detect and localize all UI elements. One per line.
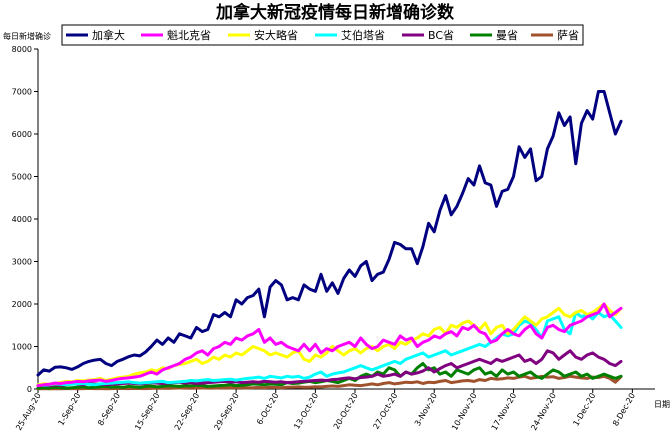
y-tick-label: 1000 (12, 343, 32, 352)
x-tick-label: 29-Sep-20 (212, 392, 240, 431)
x-tick-label: 1-Dec-20 (571, 392, 597, 428)
y-tick-label: 4000 (12, 215, 32, 224)
x-tick-label: 8-Dec-20 (611, 392, 637, 428)
y-tick-label: 8000 (12, 45, 32, 54)
x-tick-label: 1-Sep-20 (56, 392, 82, 428)
series-line (36, 302, 623, 388)
series-lines (36, 90, 623, 391)
x-tick-label: 20-Oct-20 (332, 392, 360, 431)
x-tick-label: 10-Nov-20 (450, 392, 479, 431)
x-ticks: 25-Aug-20 1-Sep-20 8-Sep-20 15-Sep-20 22-Sep… (14, 389, 637, 431)
legend-label: 安大略省 (254, 28, 298, 42)
series-line (36, 311, 623, 387)
legend: 加拿大 魁北克省 安大略省 艾伯塔省 BC省 曼省 萨省 (66, 28, 579, 42)
y-axis-title: 每日新增确诊 (3, 31, 51, 41)
series-line (36, 90, 623, 377)
y-tick-label: 3000 (12, 258, 32, 267)
legend-label: BC省 (428, 29, 454, 42)
y-tick-label: 5000 (12, 173, 32, 182)
y-tick-label: 0 (27, 385, 32, 394)
x-tick-label: 27-Oct-20 (371, 392, 399, 431)
x-tick-label: 6-Oct-20 (255, 392, 280, 427)
y-ticks: 0 1000 2000 3000 4000 5000 6000 7000 8000 (12, 45, 38, 394)
legend-label: 加拿大 (92, 28, 125, 42)
y-tick-label: 6000 (12, 130, 32, 139)
legend-label: 曼省 (496, 29, 518, 42)
x-tick-label: 25-Aug-20 (14, 392, 43, 431)
legend-label: 萨省 (557, 29, 579, 42)
x-tick-label: 3-Nov-20 (413, 392, 439, 428)
y-tick-label: 2000 (12, 300, 32, 309)
series-line (36, 349, 623, 388)
x-tick-label: 24-Nov-20 (529, 392, 558, 431)
x-tick-label: 8-Sep-20 (96, 392, 122, 428)
y-tick-label: 7000 (12, 88, 32, 97)
x-tick-label: 15-Sep-20 (133, 392, 161, 431)
x-tick-label: 22-Sep-20 (173, 392, 201, 431)
x-tick-label: 13-Oct-20 (292, 392, 320, 431)
x-tick-label: 17-Nov-20 (490, 392, 519, 431)
x-axis-title: 日期 (654, 400, 670, 409)
chart-title: 加拿大新冠疫情每日新增确诊数 (215, 2, 455, 23)
legend-label: 艾伯塔省 (341, 28, 385, 42)
legend-label: 魁北克省 (167, 28, 211, 42)
